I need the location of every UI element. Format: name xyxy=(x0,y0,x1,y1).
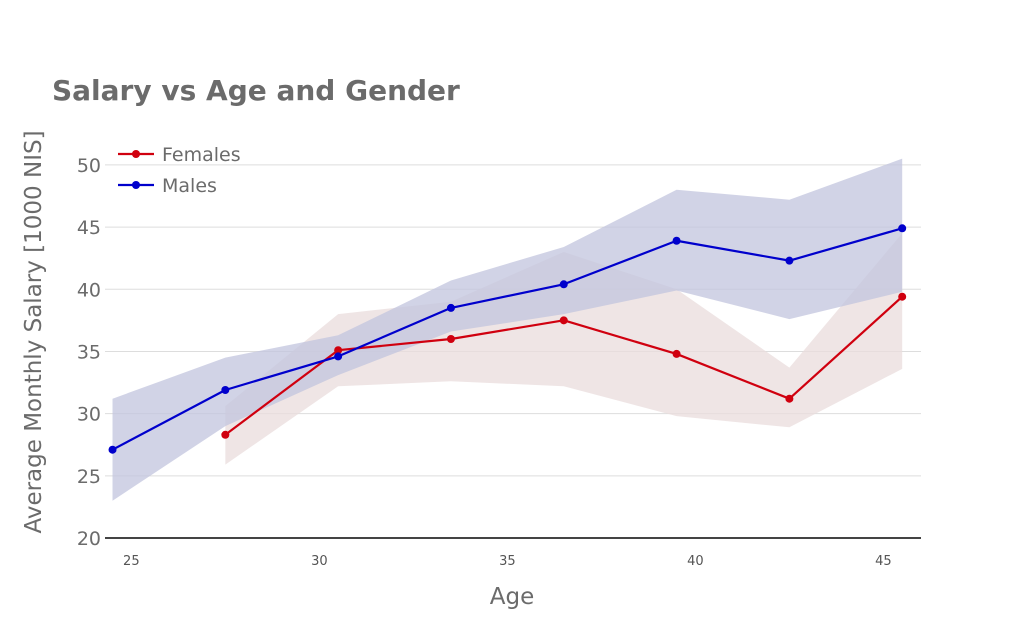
x-tick-label: 25 xyxy=(123,554,140,569)
legend-females-marker xyxy=(132,150,140,158)
males-point xyxy=(108,445,117,454)
males-line xyxy=(112,227,903,451)
x-axis-label: Age xyxy=(490,584,534,610)
legend-males-label: Males xyxy=(162,175,217,197)
y-tick-label: 45 xyxy=(77,217,101,239)
females-point xyxy=(672,349,681,358)
x-tick-label: 45 xyxy=(875,554,892,569)
females-point xyxy=(785,394,794,403)
y-tick-labels: 20 25 30 35 40 45 50 xyxy=(77,155,101,550)
x-tick-label: 35 xyxy=(499,554,516,569)
females-point xyxy=(898,292,907,301)
series-points xyxy=(108,224,907,454)
males-point xyxy=(446,303,455,312)
males-point xyxy=(559,280,568,289)
y-tick-label: 50 xyxy=(77,155,101,177)
y-tick-label: 25 xyxy=(77,466,101,488)
males-point xyxy=(221,385,230,394)
males-point xyxy=(672,236,681,245)
females-point xyxy=(559,316,568,325)
y-axis-label: Average Monthly Salary [1000 NIS] xyxy=(21,130,47,533)
males-point xyxy=(334,352,343,361)
males-point xyxy=(898,224,907,233)
males-point xyxy=(785,256,794,265)
y-tick-label: 40 xyxy=(77,279,101,301)
legend-females-label: Females xyxy=(162,144,241,166)
y-tick-label: 30 xyxy=(77,404,101,426)
chart-title: Salary vs Age and Gender xyxy=(52,74,460,107)
females-point xyxy=(446,335,455,343)
females-point xyxy=(334,346,343,355)
y-tick-label: 35 xyxy=(77,341,101,363)
males-confidence-band xyxy=(112,158,903,501)
legend-males-marker xyxy=(132,181,140,189)
legend: Females Males xyxy=(118,144,241,197)
females-confidence-band xyxy=(225,233,903,465)
x-tick-label: 30 xyxy=(311,554,328,569)
confidence-bands xyxy=(112,158,903,501)
x-tick-label: 40 xyxy=(687,554,704,569)
females-point xyxy=(221,430,230,439)
x-tick-labels: 25 30 35 40 45 xyxy=(123,554,892,569)
y-tick-label: 20 xyxy=(77,528,101,550)
